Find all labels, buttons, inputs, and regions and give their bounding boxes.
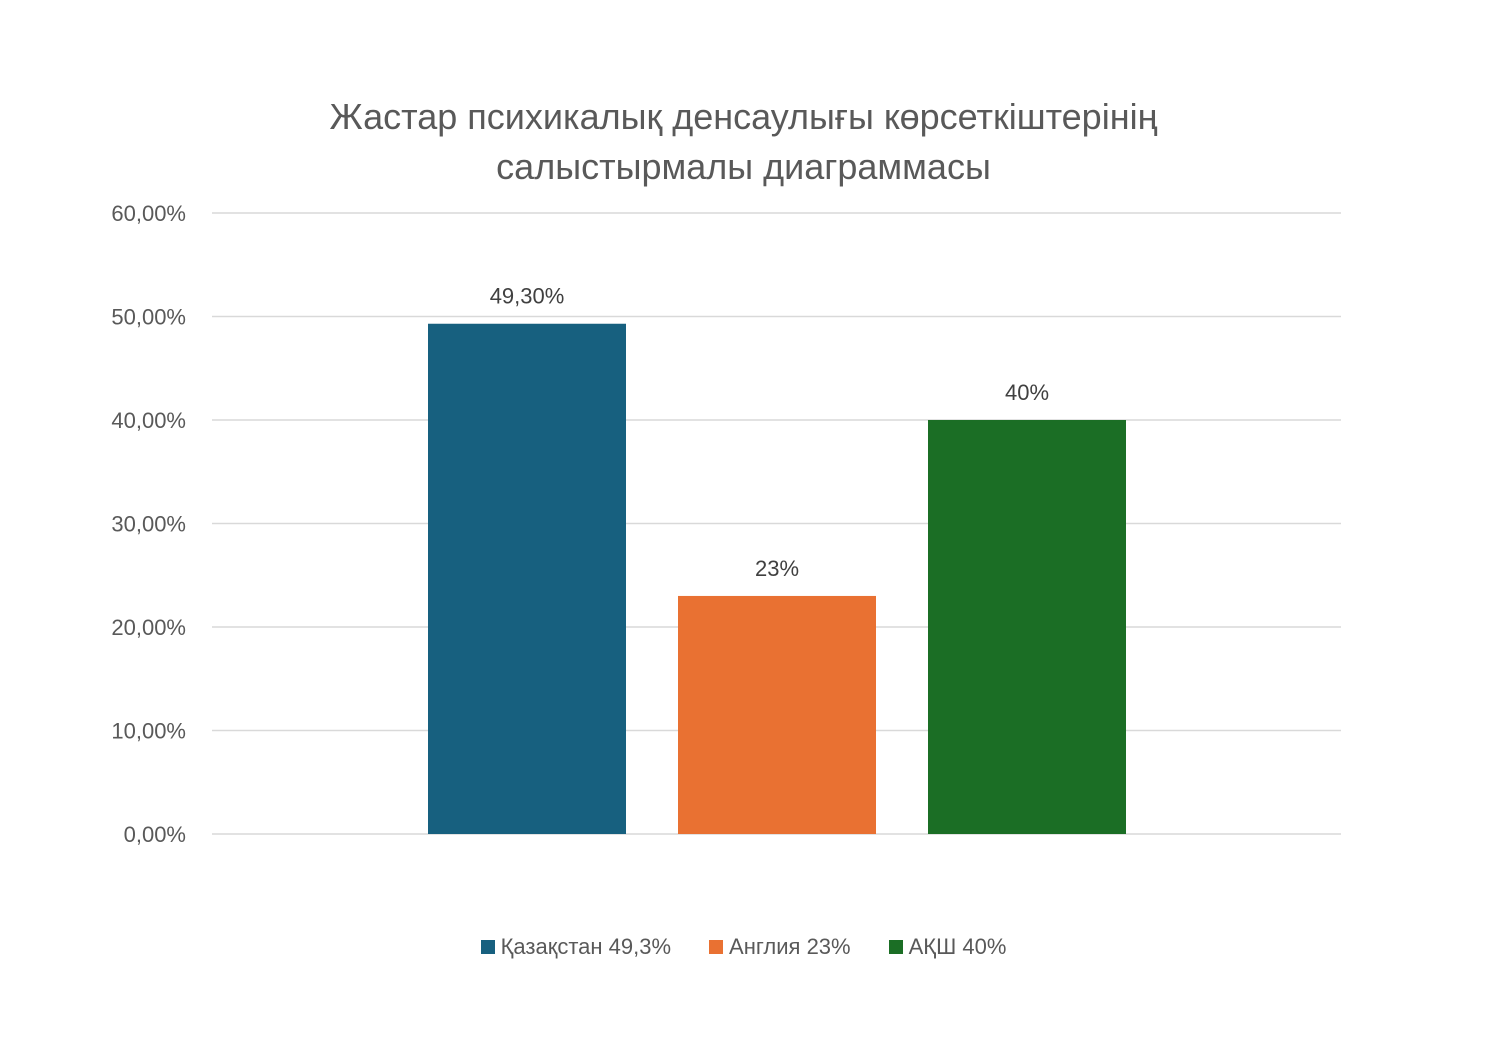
chart-title: Жастар психикалық денсаулығы көрсеткіште… <box>0 92 1487 192</box>
y-tick-label: 40,00% <box>111 408 186 433</box>
y-tick-label: 50,00% <box>111 305 186 330</box>
chart-title-line-2: салыстырмалы диаграммасы <box>496 146 991 187</box>
data-label-series-2: 40% <box>1005 380 1049 405</box>
legend-label-usa: АҚШ 40% <box>908 934 1007 959</box>
legend-swatch-usa <box>888 940 903 954</box>
legend-item-england: Англия 23% <box>709 934 851 960</box>
legend-swatch-england <box>709 940 724 954</box>
y-tick-label: 30,00% <box>111 512 186 537</box>
y-tick-label: 60,00% <box>111 201 186 226</box>
data-label-series-1: 23% <box>755 556 799 581</box>
bar-series-2 <box>928 420 1126 834</box>
bar-series-1 <box>678 595 876 834</box>
chart-title-line-1: Жастар психикалық денсаулығы көрсеткіште… <box>329 96 1158 137</box>
data-label-series-0: 49,30% <box>490 284 565 309</box>
legend-label-kazakhstan: Қазақстан 49,3% <box>500 934 672 959</box>
y-tick-label: 10,00% <box>111 719 186 744</box>
legend-item-kazakhstan: Қазақстан 49,3% <box>480 934 672 960</box>
legend-label-england: Англия 23% <box>729 934 851 959</box>
y-tick-label: 20,00% <box>111 615 186 640</box>
legend-swatch-kazakhstan <box>480 940 495 954</box>
legend-item-usa: АҚШ 40% <box>888 934 1007 960</box>
bar-series-0 <box>428 323 626 834</box>
y-tick-label: 0,00% <box>124 822 186 847</box>
legend: Қазақстан 49,3% Англия 23% АҚШ 40% <box>0 934 1487 960</box>
